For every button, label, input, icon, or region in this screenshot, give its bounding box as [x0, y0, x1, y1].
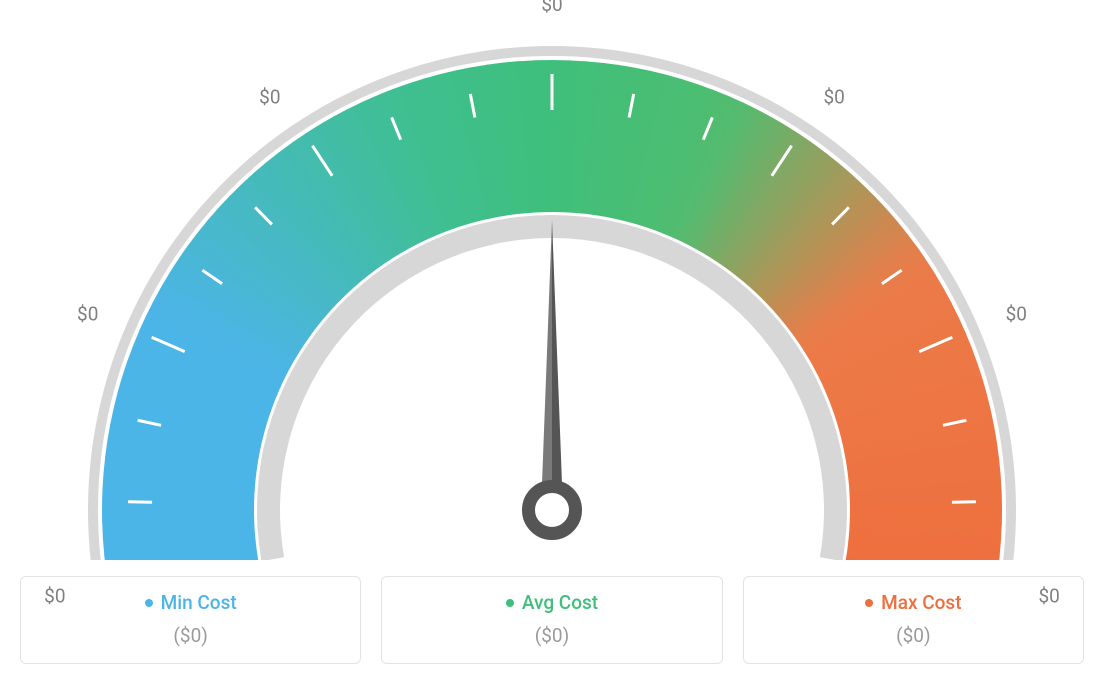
gauge-axis-label: $0: [541, 0, 562, 16]
legend-dot-icon: [145, 599, 153, 607]
legend-title: Max Cost: [865, 591, 961, 614]
gauge-axis-label: $0: [77, 303, 98, 326]
legend-value: ($0): [33, 624, 348, 647]
legend-label-text: Avg Cost: [522, 591, 598, 614]
cost-gauge-container: $0$0$0$0$0$0$0 Min Cost($0)Avg Cost($0)M…: [20, 20, 1084, 664]
legend-label-text: Min Cost: [161, 591, 237, 614]
gauge-axis-label: $0: [1038, 584, 1059, 607]
legend-card-min-cost: Min Cost ($0): [20, 576, 361, 664]
gauge-svg: [20, 20, 1084, 560]
gauge-needle: [529, 220, 576, 534]
legend-title: Avg Cost: [506, 591, 598, 614]
legend-label-text: Max Cost: [881, 591, 961, 614]
legend-value: ($0): [394, 624, 709, 647]
legend-title: Min Cost: [145, 591, 237, 614]
legend-value: ($0): [756, 624, 1071, 647]
legend-dot-icon: [506, 599, 514, 607]
legend-card-avg-cost: Avg Cost ($0): [381, 576, 722, 664]
legend-row: Min Cost ($0) Avg Cost ($0) Max Cost ($0): [20, 576, 1084, 664]
gauge-axis-label: $0: [823, 86, 844, 109]
gauge-axis-label: $0: [1006, 303, 1027, 326]
gauge-chart: $0$0$0$0$0$0$0: [20, 20, 1084, 560]
legend-card-max-cost: Max Cost ($0): [743, 576, 1084, 664]
legend-dot-icon: [865, 599, 873, 607]
gauge-axis-label: $0: [44, 584, 65, 607]
gauge-axis-label: $0: [259, 86, 280, 109]
